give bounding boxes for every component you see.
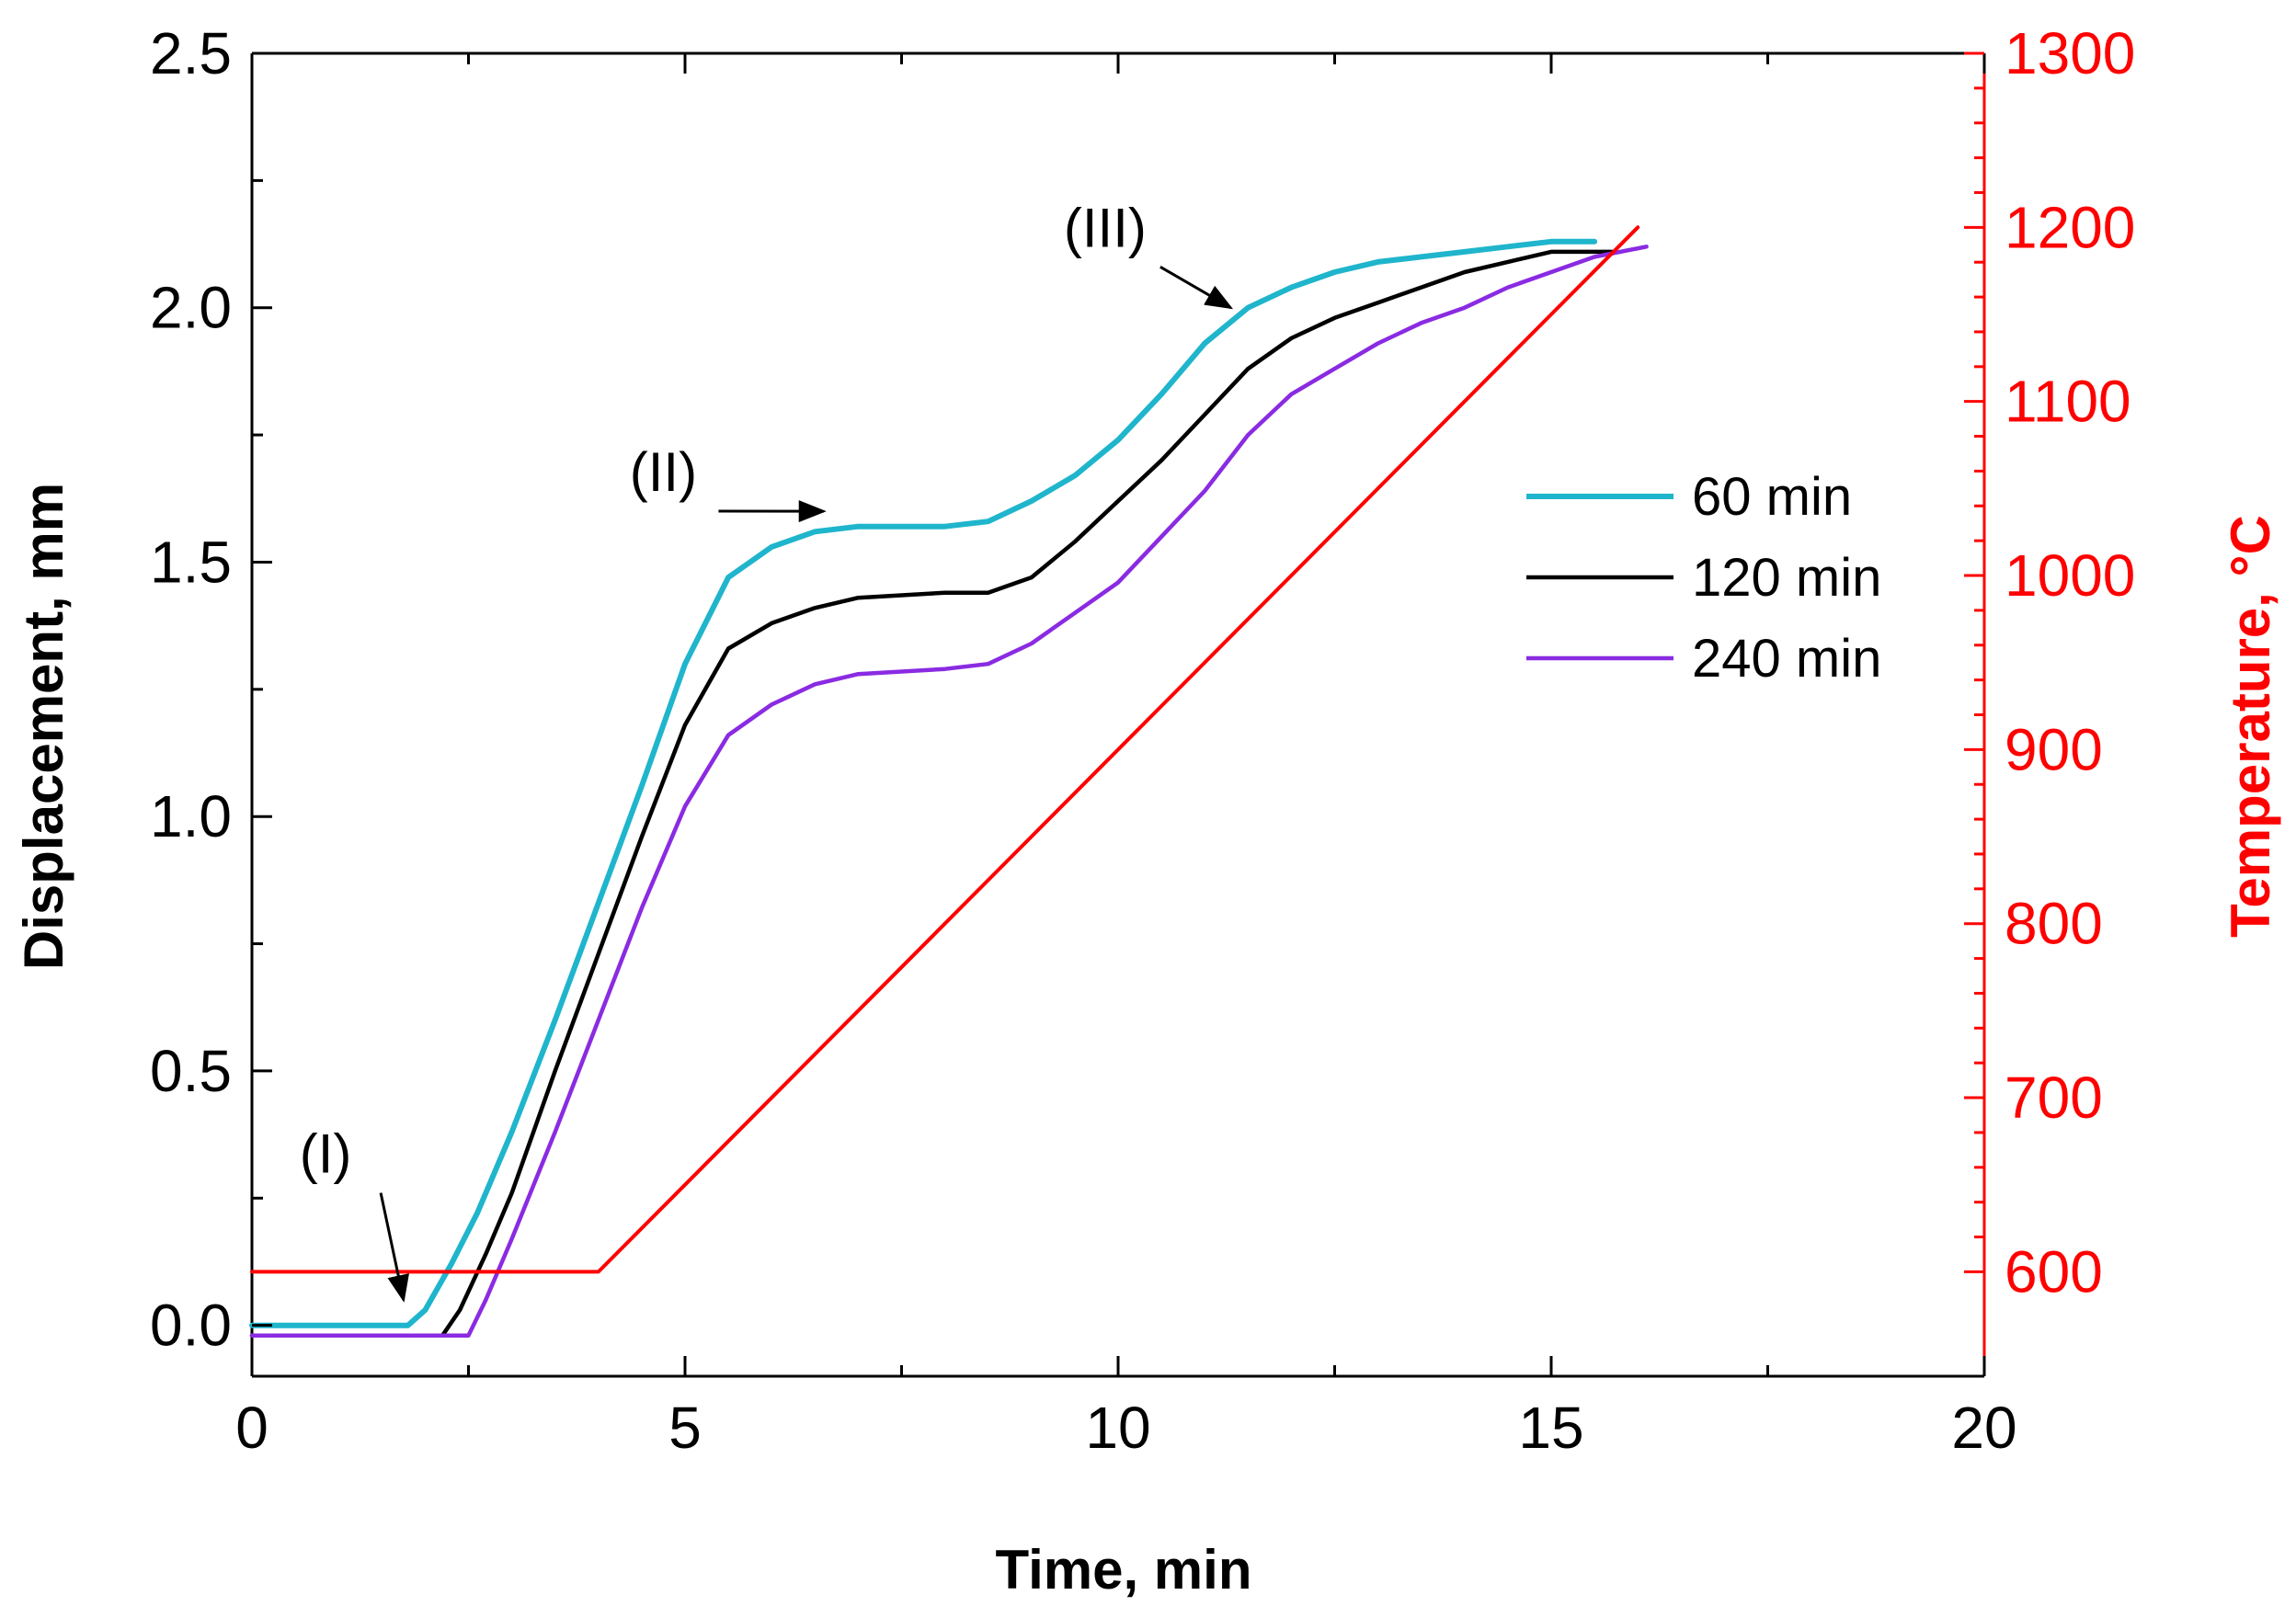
y2-axis-title: Temperature, °C (2220, 515, 2281, 938)
y-tick-label: 1.5 (150, 529, 232, 595)
series-line-60-min (249, 238, 1598, 1328)
annotation-arrow (379, 1192, 409, 1303)
y2-tick-label: 700 (2005, 1065, 2103, 1131)
x-axis-title: Time, min (996, 1539, 1252, 1601)
y-axis-right: 600 700 800 900 1000 1100 1200 1300 (1964, 20, 2135, 1305)
legend-label: 120 min (1692, 548, 1881, 608)
y2-tick-label: 1100 (2005, 369, 2131, 435)
annotation-label: (III) (1064, 197, 1147, 258)
y-tick-label: 2.0 (150, 275, 232, 341)
y2-tick-label: 1300 (2005, 20, 2135, 86)
y-tick-label: 0.0 (150, 1293, 232, 1359)
y-tick-label: 1.0 (150, 783, 232, 849)
series-line-temperature (250, 225, 1640, 1274)
annotation-label: (II) (630, 441, 697, 503)
legend-label: 240 min (1692, 629, 1881, 689)
legend: 60 min 120 min 240 min (1526, 467, 1881, 689)
annotation-arrow (1159, 266, 1234, 310)
y2-tick-label: 900 (2005, 716, 2103, 782)
annotation-label: (I) (300, 1123, 352, 1185)
y2-tick-label: 1000 (2005, 542, 2135, 609)
legend-label: 60 min (1692, 467, 1852, 527)
series-line-120-min (249, 249, 1615, 1338)
series-line-240-min (249, 245, 1649, 1338)
y-axis-title: Displacement, mm (13, 483, 74, 970)
x-axis: 0 5 10 15 20 (235, 53, 2017, 1461)
y2-tick-label: 1200 (2005, 194, 2135, 260)
x-tick-label: 0 (235, 1395, 268, 1461)
y-tick-label: 0.5 (150, 1038, 232, 1104)
x-tick-label: 10 (1085, 1395, 1150, 1461)
series-layer (249, 225, 1649, 1338)
annotations: (I) (II) (III) (300, 197, 1234, 1303)
x-tick-label: 5 (668, 1395, 702, 1461)
y2-tick-label: 600 (2005, 1238, 2103, 1305)
x-tick-label: 15 (1518, 1395, 1583, 1461)
x-tick-label: 20 (1951, 1395, 2016, 1461)
y-axis-left: 0.0 0.5 1.0 1.5 2.0 2.5 (150, 20, 272, 1359)
y-tick-label: 2.5 (150, 20, 232, 86)
y2-tick-label: 800 (2005, 891, 2103, 957)
